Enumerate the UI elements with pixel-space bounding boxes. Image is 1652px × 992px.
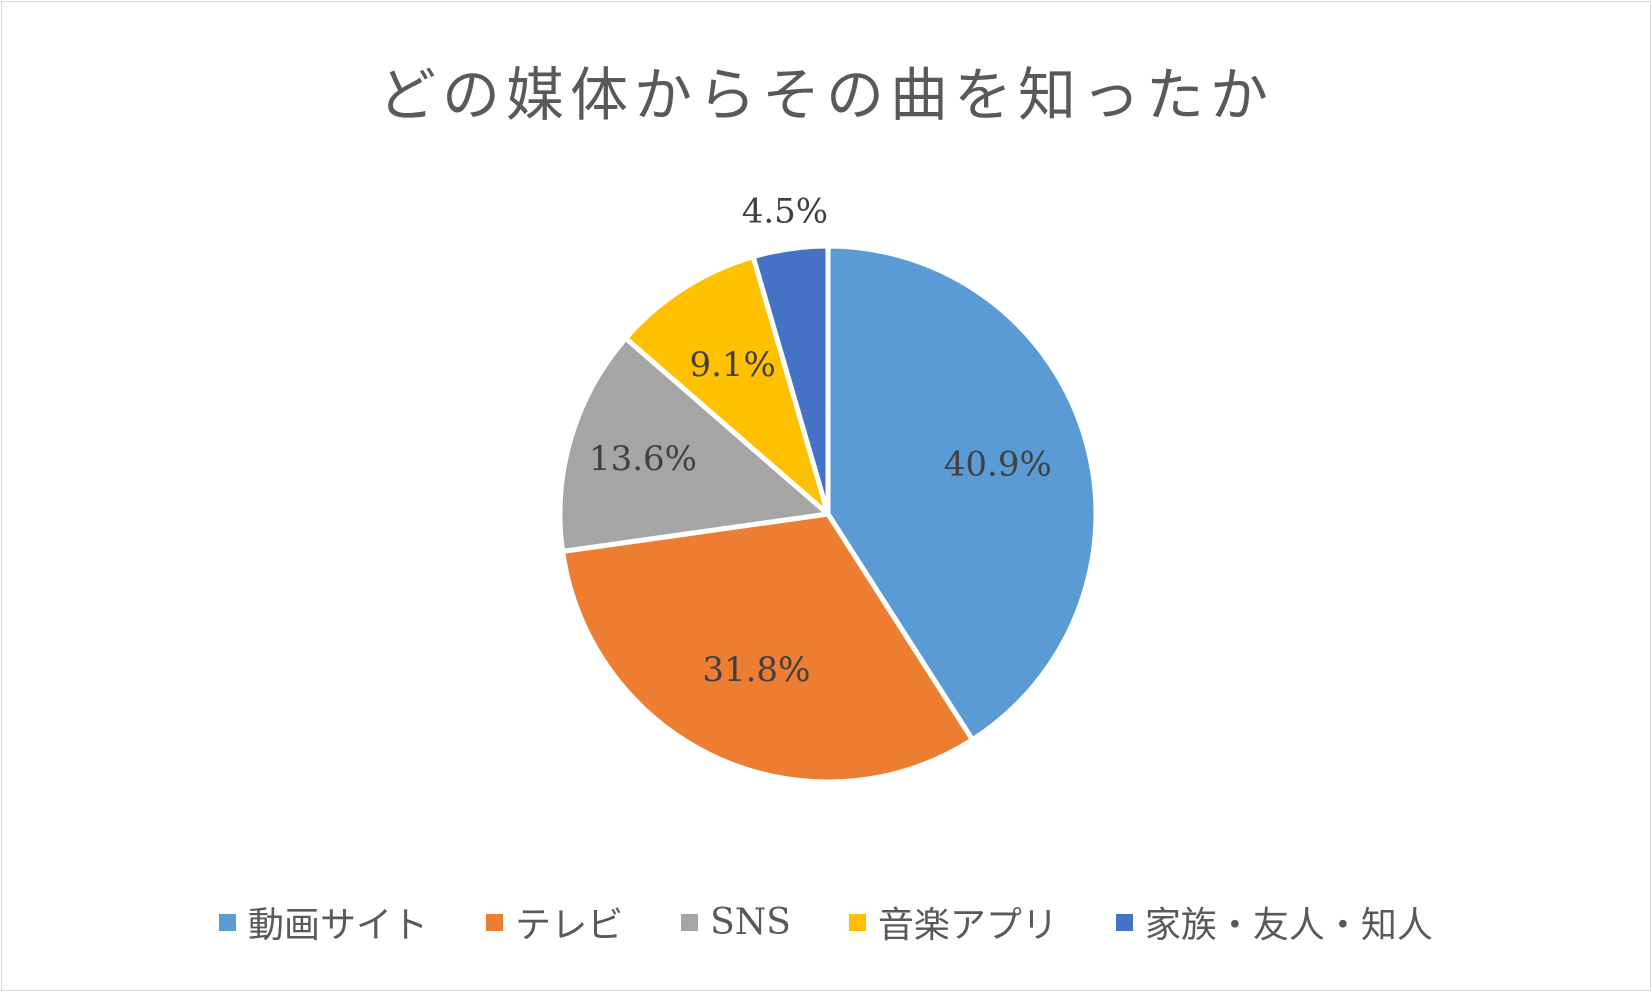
- data-label-family-friends: 4.5%: [742, 192, 828, 232]
- pie-slice-sns: [557, 335, 831, 554]
- legend-swatch-icon: [681, 913, 699, 931]
- legend-label: テレビ: [515, 905, 624, 946]
- legend-item-music-apps: 音楽アプリ: [848, 896, 1058, 948]
- legend-label: 家族・友人・知人: [1144, 905, 1433, 946]
- chart-title: どの媒体からその曲を知ったか: [377, 61, 1274, 129]
- legend-item-tv: テレビ: [486, 896, 623, 948]
- legend-label: 動画サイト: [248, 905, 429, 946]
- data-label-sns: 13.6%: [589, 439, 697, 479]
- legend-item-family-friends: 家族・友人・知人: [1115, 896, 1433, 948]
- legend-label: 音楽アプリ: [877, 905, 1058, 946]
- legend-swatch-icon: [848, 913, 866, 931]
- legend-swatch-icon: [486, 913, 504, 931]
- legend-item-sns: SNS: [681, 902, 791, 943]
- legend-item-video-sites: 動画サイト: [219, 896, 428, 948]
- data-label-music-apps: 9.1%: [689, 345, 775, 385]
- legend-label: SNS: [710, 901, 791, 943]
- pie-slice-music-apps: [623, 254, 831, 517]
- legend-swatch-icon: [1115, 913, 1133, 931]
- pie-slice-family-friends: [750, 243, 831, 517]
- data-label-tv: 31.8%: [702, 650, 810, 690]
- data-label-video-sites: 40.9%: [944, 444, 1052, 484]
- legend-swatch-icon: [219, 913, 237, 931]
- pie-slice-tv: [560, 511, 975, 785]
- legend: 動画サイト テレビ SNS 音楽アプリ 家族・友人・知人: [2, 892, 1650, 952]
